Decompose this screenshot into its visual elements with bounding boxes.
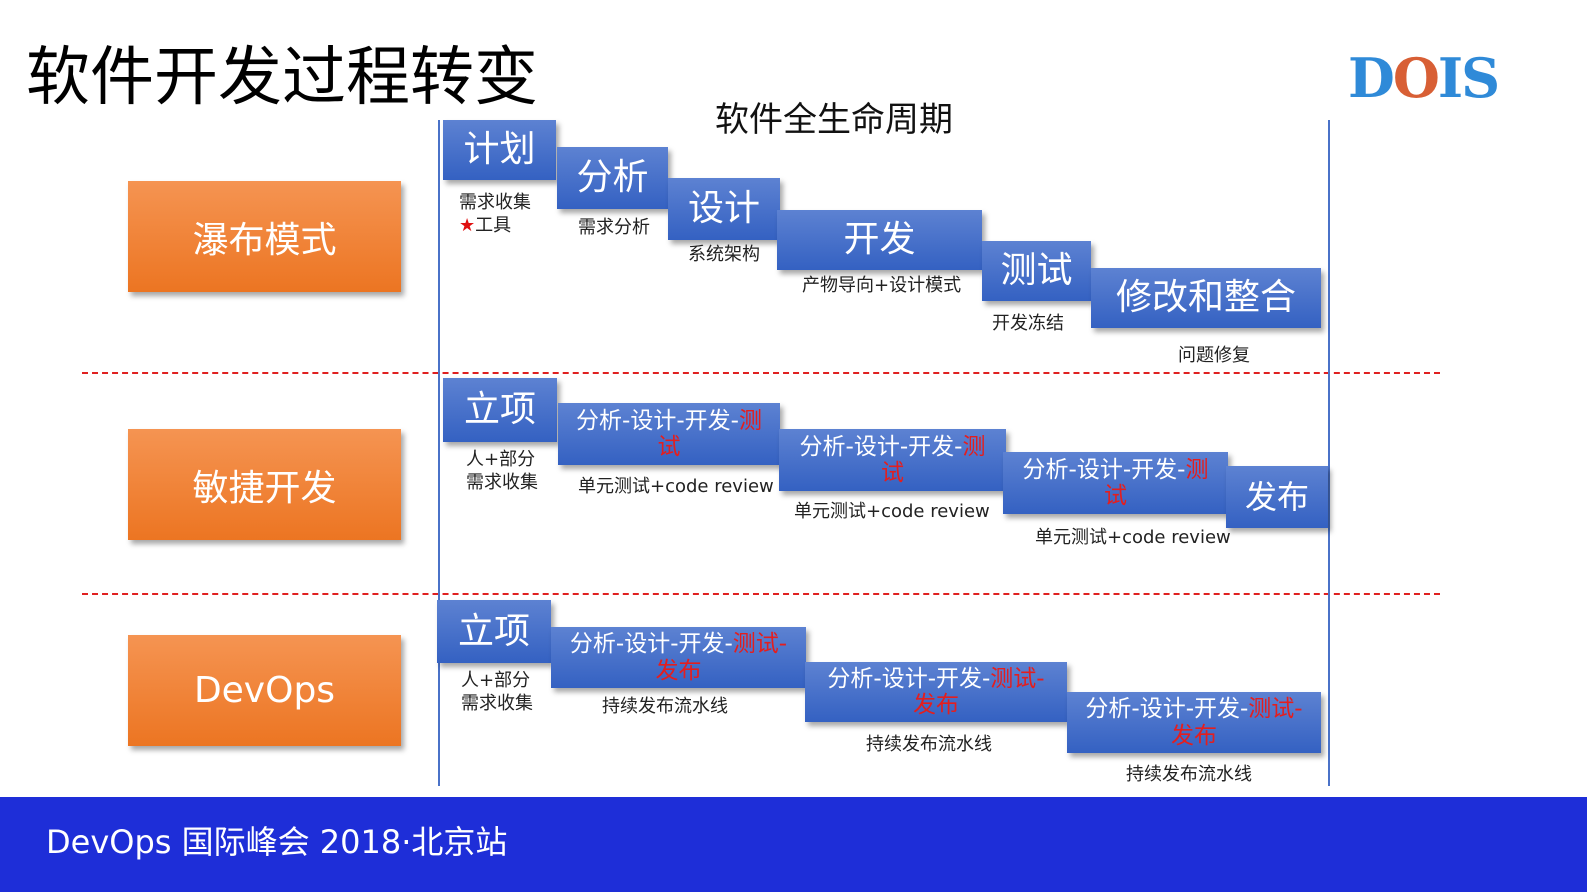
phase-label: 需求分析 bbox=[578, 217, 650, 238]
phase-label: 需求收集 ★工具 bbox=[459, 192, 531, 236]
divider bbox=[82, 372, 1440, 374]
phase-test: 测试 bbox=[982, 241, 1091, 301]
devops-iteration: 分析-设计-开发-测试- 发布 bbox=[805, 662, 1067, 722]
mode-devops: DevOps bbox=[128, 635, 401, 746]
phase-design: 设计 bbox=[668, 178, 780, 240]
mode-agile: 敏捷开发 bbox=[128, 429, 401, 540]
footer-bar: DevOps 国际峰会 2018·北京站 bbox=[0, 797, 1587, 892]
agile-iteration: 分析-设计-开发-测试 bbox=[558, 403, 780, 465]
iteration-label: 持续发布流水线 bbox=[866, 734, 992, 755]
devops-start-label: 人+部分 需求收集 bbox=[461, 670, 533, 714]
page-title: 软件开发过程转变 bbox=[26, 41, 538, 115]
dois-logo: DOIS bbox=[1348, 46, 1500, 110]
phase-label: 产物导向+设计模式 bbox=[802, 275, 962, 296]
devops-iteration: 分析-设计-开发-测试- 发布 bbox=[1067, 692, 1321, 753]
phase-develop: 开发 bbox=[777, 210, 982, 270]
iteration-label: 单元测试+code review bbox=[578, 476, 774, 497]
phase-analysis: 分析 bbox=[557, 147, 668, 209]
iteration-label: 持续发布流水线 bbox=[1126, 764, 1252, 785]
lifecycle-end-line bbox=[1328, 120, 1330, 786]
mode-waterfall: 瀑布模式 bbox=[128, 181, 401, 292]
devops-start: 立项 bbox=[437, 600, 551, 663]
agile-start: 立项 bbox=[443, 378, 557, 442]
footer-text: DevOps 国际峰会 2018·北京站 bbox=[46, 823, 508, 861]
phase-plan: 计划 bbox=[443, 120, 556, 180]
iteration-label: 单元测试+code review bbox=[1035, 527, 1231, 548]
devops-iteration: 分析-设计-开发-测试- 发布 bbox=[551, 627, 806, 688]
lifecycle-start-line bbox=[438, 120, 440, 786]
divider bbox=[82, 593, 1440, 595]
phase-integrate: 修改和整合 bbox=[1091, 268, 1321, 328]
agile-start-label: 人+部分 需求收集 bbox=[466, 449, 538, 493]
phase-label: 开发冻结 bbox=[992, 313, 1064, 334]
agile-release: 发布 bbox=[1226, 466, 1328, 528]
iteration-label: 单元测试+code review bbox=[794, 501, 990, 522]
phase-label: 问题修复 bbox=[1178, 345, 1250, 366]
phase-label: 系统架构 bbox=[688, 244, 760, 265]
diagram-subtitle: 软件全生命周期 bbox=[715, 100, 953, 140]
star-icon: ★ bbox=[459, 214, 476, 236]
agile-iteration: 分析-设计-开发-测试 bbox=[1003, 452, 1228, 514]
iteration-label: 持续发布流水线 bbox=[602, 696, 728, 717]
agile-iteration: 分析-设计-开发-测试 bbox=[779, 429, 1006, 491]
